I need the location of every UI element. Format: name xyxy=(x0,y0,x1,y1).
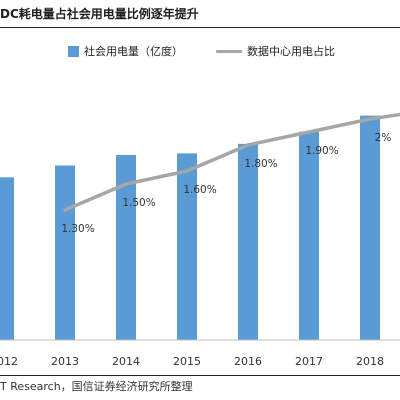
legend-swatch-bars xyxy=(68,45,79,57)
top-rule xyxy=(0,27,400,28)
legend-swatch-line xyxy=(216,49,242,53)
data-label-2014: 1.50% xyxy=(122,197,155,209)
legend-item-line: 数据中心用电占比 xyxy=(216,44,335,58)
bar-2017 xyxy=(299,131,319,340)
data-label-2018: 2% xyxy=(375,132,392,144)
bottom-rule xyxy=(0,375,400,376)
legend-label-bars: 社会用电量（亿度） xyxy=(84,45,183,58)
bar-2013 xyxy=(55,165,75,340)
x-tick-2014: 2014 xyxy=(112,355,140,368)
chart-title: DC耗电量占社会用电量比例逐年提升 xyxy=(0,7,199,21)
data-label-2016: 1.80% xyxy=(244,158,277,170)
x-tick-2012: 2012 xyxy=(0,355,18,368)
source-note: T Research，国信证券经济研究所整理 xyxy=(0,380,193,393)
legend-item-bars: 社会用电量（亿度） xyxy=(68,44,183,58)
x-tick-2017: 2017 xyxy=(295,355,323,368)
bar-2014 xyxy=(116,155,136,340)
bar-2018 xyxy=(360,115,380,340)
line-series-datacenter-share xyxy=(63,112,400,212)
x-tick-2015: 2015 xyxy=(173,355,201,368)
data-label-2013: 1.30% xyxy=(61,223,94,235)
bar-2012 xyxy=(0,177,14,340)
x-tick-2016: 2016 xyxy=(234,355,262,368)
x-tick-2013: 2013 xyxy=(51,355,79,368)
bar-2016 xyxy=(238,143,258,340)
data-label-2015: 1.60% xyxy=(183,184,216,196)
data-label-2017: 1.90% xyxy=(305,145,338,157)
bar-2015 xyxy=(177,153,197,340)
legend-label-line: 数据中心用电占比 xyxy=(247,45,335,58)
x-tick-2018: 2018 xyxy=(356,355,384,368)
